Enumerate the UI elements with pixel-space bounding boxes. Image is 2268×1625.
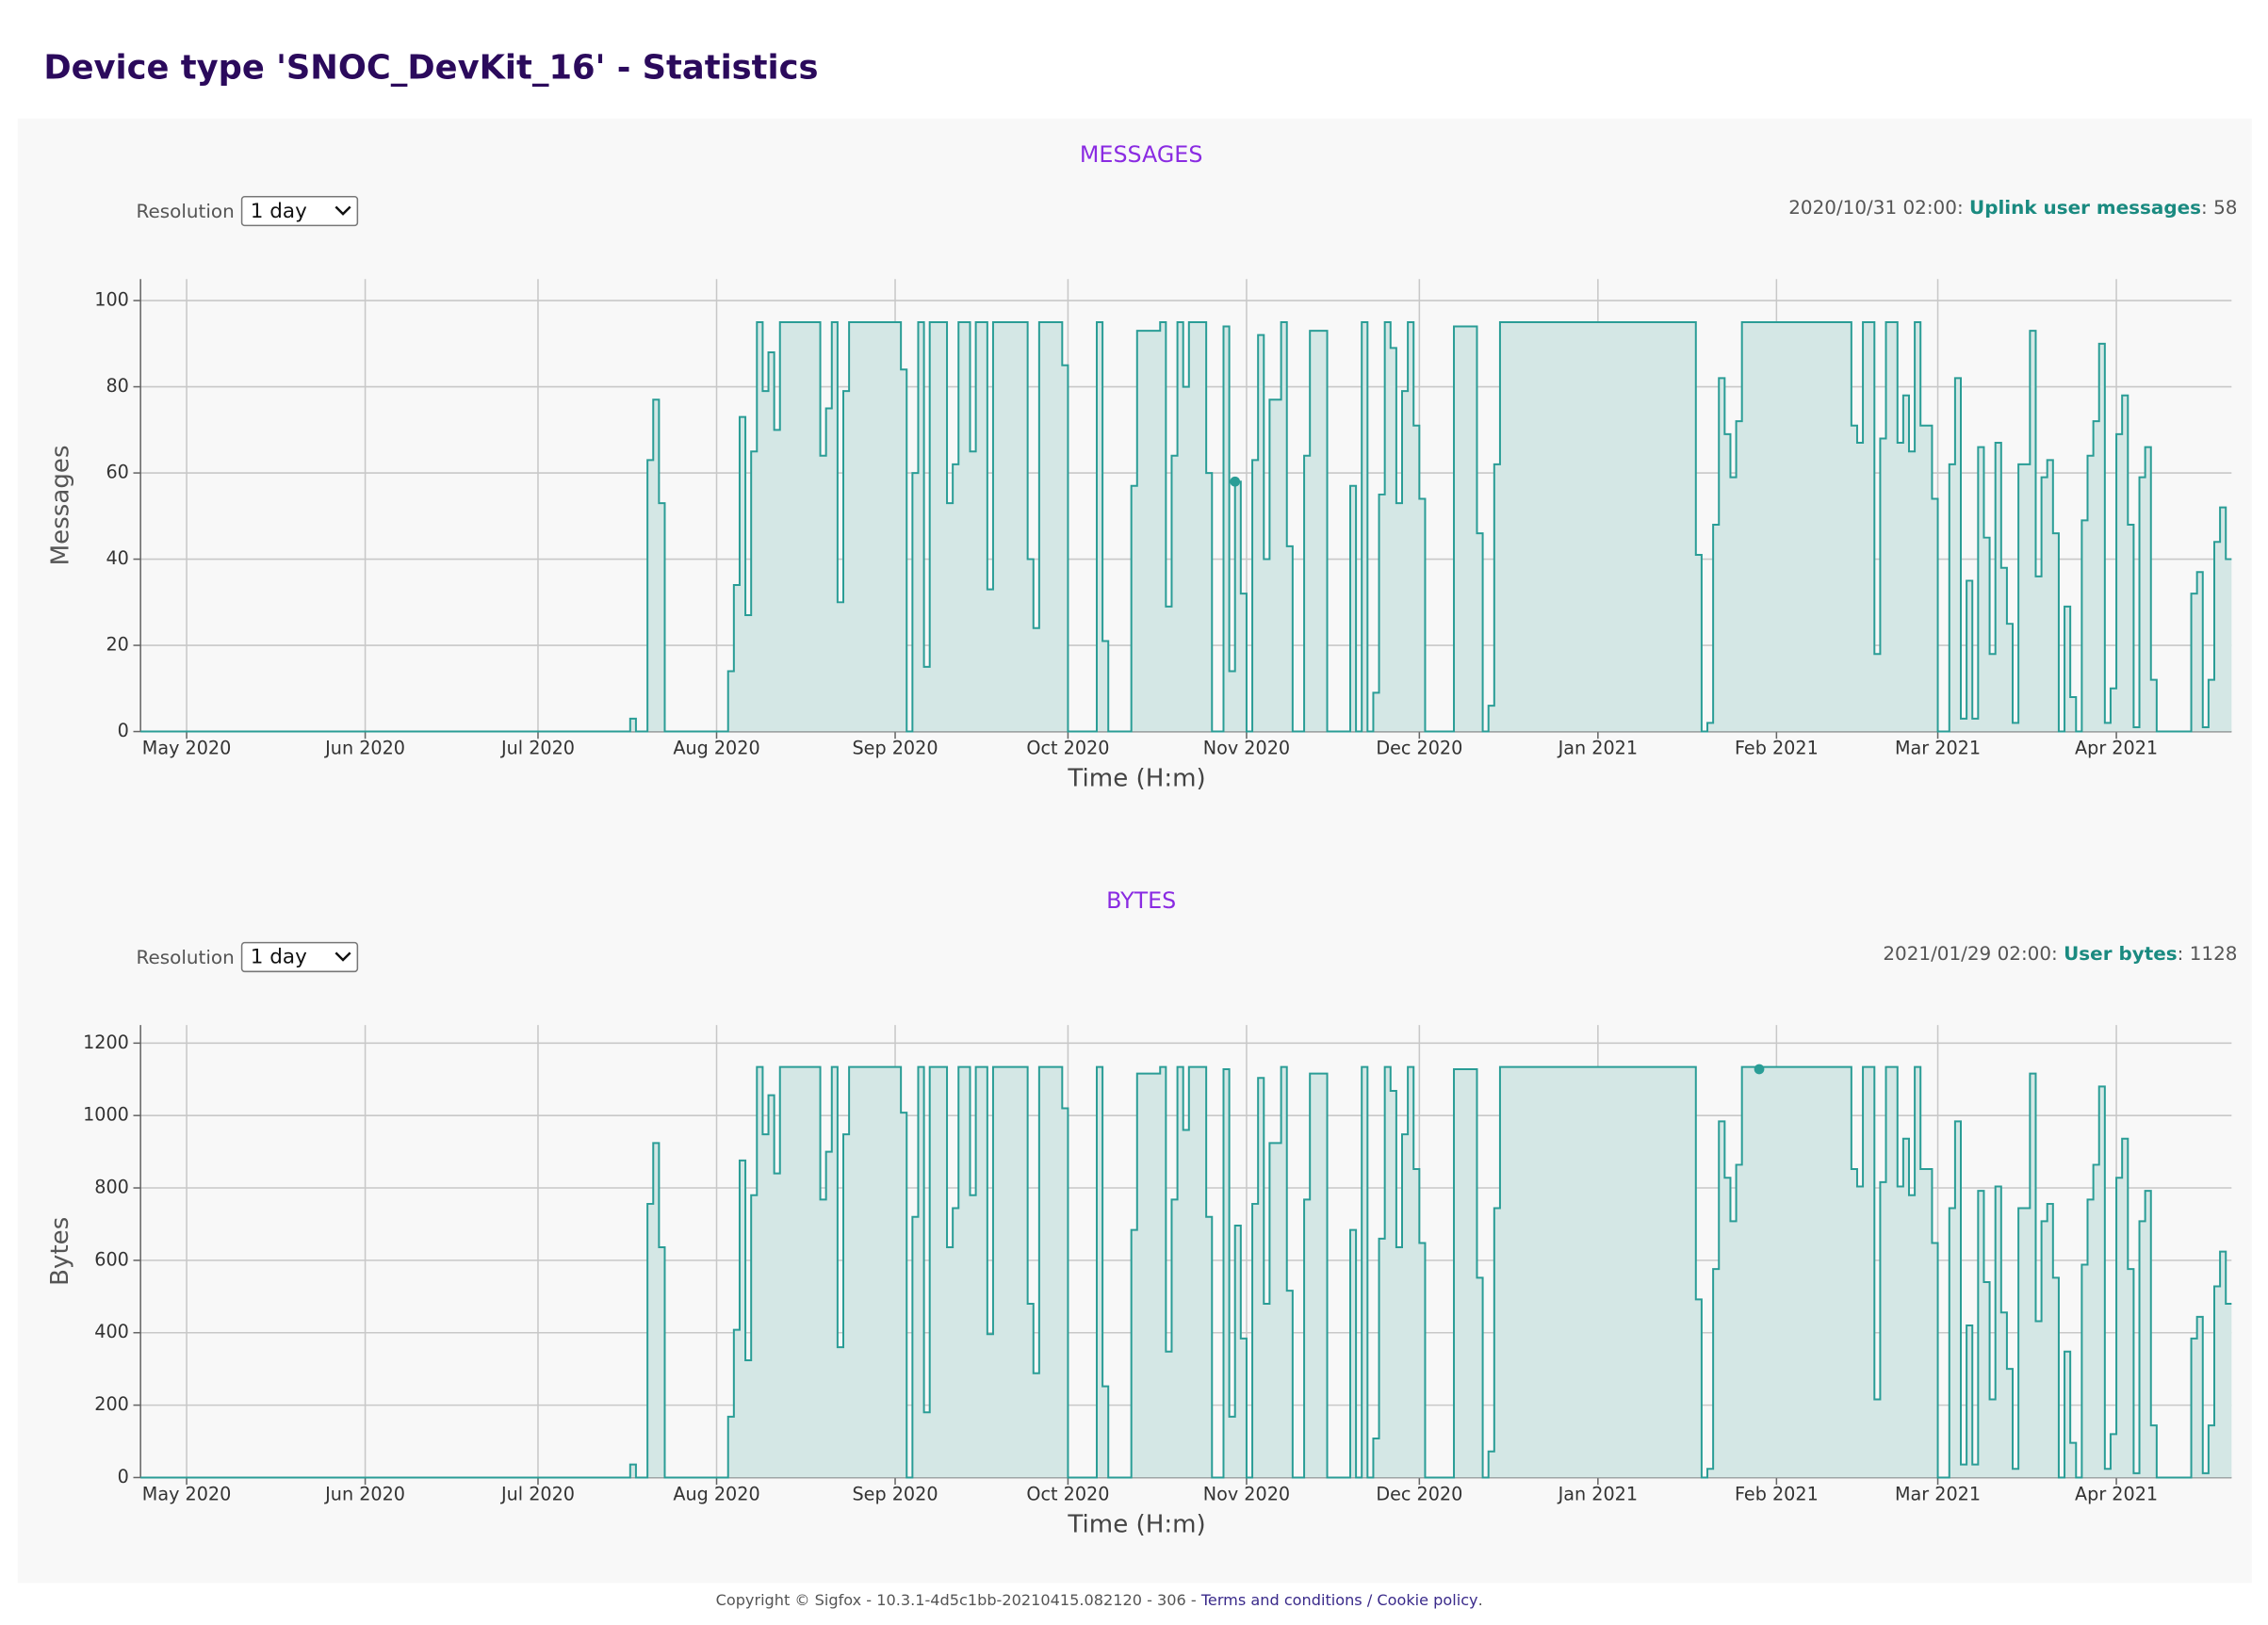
cookie-link[interactable]: Cookie policy [1377,1590,1478,1608]
page-title: Device type 'SNOC_DevKit_16' - Statistic… [43,49,818,88]
x-tick-label: Mar 2021 [1895,1483,1981,1504]
punct: : [2178,941,2190,964]
x-tick-label: Apr 2021 [2075,1483,2158,1504]
hover-value: 58 [2213,195,2237,218]
x-tick-label: Jul 2020 [500,1483,575,1504]
footer: Copyright © Sigfox - 10.3.1-4d5c1bb-2021… [716,1590,1483,1608]
x-tick-label: Oct 2020 [1026,1483,1109,1504]
x-tick-label: Dec 2020 [1376,1483,1462,1504]
select-value[interactable]: 1 day [251,946,307,969]
hover-series: User bytes [2064,941,2178,964]
x-tick-label: Nov 2020 [1203,737,1290,758]
y-axis-label: Bytes [46,1217,74,1286]
x-tick-label: May 2020 [142,737,232,758]
y-tick-label: 1200 [83,1032,129,1053]
x-axis-label: Time (H:m) [1067,765,1205,793]
x-tick-label: Oct 2020 [1026,737,1109,758]
copyright: Copyright © Sigfox - 10.3.1-4d5c1bb-2021… [716,1590,1201,1608]
y-axis-label: Messages [46,445,74,565]
y-tick-label: 80 [106,375,128,397]
hover-point [1230,476,1241,487]
select-value[interactable]: 1 day [251,200,307,223]
chart-title: MESSAGES [1080,141,1202,168]
select-box[interactable] [240,195,359,227]
x-tick-label: Mar 2021 [1895,737,1981,758]
y-tick-label: 0 [118,720,129,741]
y-tick-label: 40 [106,547,128,569]
resolution-select[interactable]: 1 day [240,195,359,227]
area [140,321,2232,732]
x-tick-label: Sep 2020 [853,737,938,758]
resolution-label: Resolution [137,200,235,222]
hover-value: 1128 [2190,941,2238,964]
x-tick-label: Nov 2020 [1203,1483,1290,1504]
x-tick-label: Feb 2021 [1735,1483,1819,1504]
x-tick-label: Jan 2021 [1558,737,1638,758]
x-tick-label: Jun 2020 [324,737,405,758]
y-tick-label: 100 [94,289,129,311]
select-arrow[interactable] [334,205,351,216]
x-tick-label: Jul 2020 [500,737,575,758]
y-tick-label: 1000 [83,1104,129,1126]
hover-info: 2020/10/31 02:00: Uplink user messages: … [1788,195,2237,218]
select-arrow[interactable] [334,951,351,962]
x-tick-label: Jan 2021 [1558,1483,1638,1504]
y-tick-label: 0 [118,1466,129,1487]
chart-title: BYTES [1106,887,1176,914]
y-tick-label: 60 [106,462,128,483]
hover-date: 2020/10/31 02:00 [1788,195,1957,218]
y-tick-label: 400 [94,1321,129,1342]
y-tick-label: 800 [94,1177,129,1198]
terms-link[interactable]: Terms and conditions [1200,1590,1362,1608]
punct: : [2051,941,2064,964]
x-tick-label: Feb 2021 [1735,737,1819,758]
resolution-select[interactable]: 1 day [240,941,359,973]
hover-series: Uplink user messages [1969,195,2201,218]
x-tick-label: May 2020 [142,1483,232,1504]
separator: / [1362,1590,1378,1608]
x-tick-label: Apr 2021 [2075,737,2158,758]
line [140,320,2232,733]
x-tick-label: Dec 2020 [1376,737,1462,758]
area [140,1066,2232,1478]
punct: : [2201,195,2213,218]
hover-point [1754,1064,1765,1075]
x-tick-label: Jun 2020 [324,1483,405,1504]
line [140,1065,2232,1479]
y-tick-label: 200 [94,1393,129,1415]
select-box[interactable] [240,941,359,973]
punct: : [1957,195,1969,218]
x-tick-label: Sep 2020 [853,1483,938,1504]
x-tick-label: Aug 2020 [673,737,759,758]
y-tick-label: 600 [94,1248,129,1270]
hover-info: 2021/01/29 02:00: User bytes: 1128 [1883,941,2237,964]
resolution-label: Resolution [137,946,235,968]
footer-end: . [1478,1590,1483,1608]
y-tick-label: 20 [106,634,128,656]
x-tick-label: Aug 2020 [673,1483,759,1504]
x-axis-label: Time (H:m) [1067,1511,1205,1539]
hover-date: 2021/01/29 02:00 [1883,941,2051,964]
